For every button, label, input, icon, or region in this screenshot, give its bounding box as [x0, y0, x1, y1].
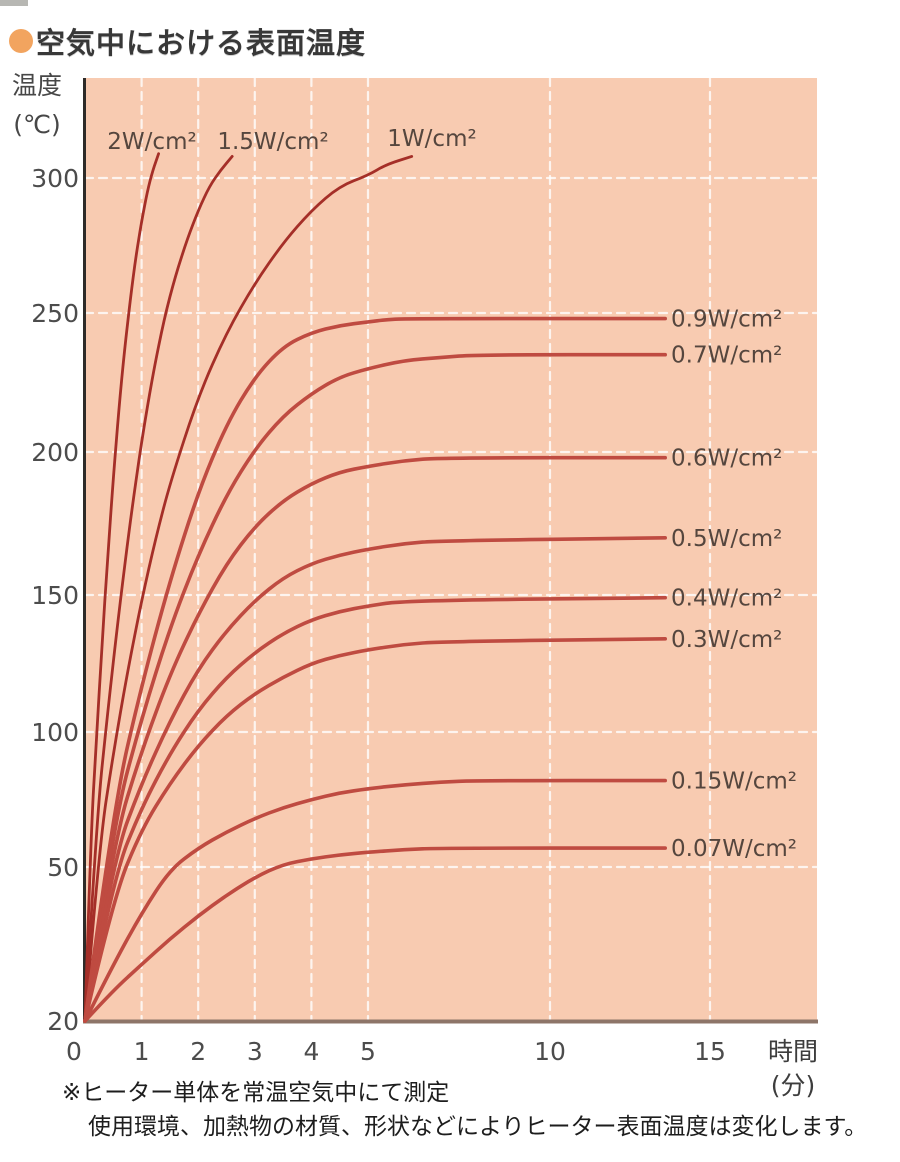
- curve-0.5W/cm²: [83, 536, 667, 1023]
- curve-0.4W/cm²: [83, 595, 667, 1023]
- curve-label-0.5W/cm²: 0.5W/cm²: [671, 526, 782, 552]
- curve-1.5W/cm²: [83, 155, 234, 1023]
- curve-0.3W/cm²: [83, 637, 667, 1023]
- curve-label-0.3W/cm²: 0.3W/cm²: [671, 627, 782, 653]
- curve-0.9W/cm²: [83, 316, 667, 1023]
- curve-0.7W/cm²: [83, 352, 667, 1023]
- x-tick-label-4: 4: [303, 1037, 319, 1066]
- x-tick-label-3: 3: [247, 1037, 263, 1066]
- curve-0.15W/cm²: [83, 778, 667, 1023]
- curve-label-0.4W/cm²: 0.4W/cm²: [671, 586, 782, 612]
- y-tick-label-100: 100: [31, 718, 79, 747]
- x-axis-title: 時間 (分): [760, 1035, 826, 1103]
- curve-0.6W/cm²: [83, 455, 667, 1023]
- page-title: 空気中における表面温度: [36, 26, 367, 60]
- footnote-measurement: ※ヒーター単体を常温空気中にて測定: [62, 1080, 450, 1106]
- y-tick-label-150: 150: [31, 581, 79, 610]
- y-tick-label-200: 200: [31, 438, 79, 467]
- y-tick-label-50: 50: [47, 853, 79, 882]
- scan-artifact: [0, 0, 28, 6]
- curve-2W/cm²: [83, 152, 160, 1023]
- curve-1W/cm²: [83, 155, 414, 1023]
- x-axis-title-text: 時間: [767, 1037, 818, 1066]
- x-tick-label-2: 2: [190, 1037, 206, 1066]
- curve-label-0.15W/cm²: 0.15W/cm²: [671, 769, 797, 795]
- y-axis-unit: (℃): [13, 110, 61, 139]
- y-tick-label-20: 20: [47, 1007, 79, 1036]
- x-axis-unit: (分): [770, 1071, 816, 1100]
- curve-label-0.07W/cm²: 0.07W/cm²: [671, 836, 797, 862]
- y-axis-title: 温度 (℃): [4, 66, 70, 144]
- plot-area: [85, 78, 817, 1021]
- curve-label-0.7W/cm²: 0.7W/cm²: [671, 343, 782, 369]
- curve-label-0.6W/cm²: 0.6W/cm²: [671, 446, 782, 472]
- curve-label-1.5W/cm²: 1.5W/cm²: [217, 129, 328, 155]
- footnotes: ※ヒーター単体を常温空気中にて測定 使用環境、加熱物の材質、形状などによりヒータ…: [62, 1076, 867, 1144]
- y-tick-label-250: 250: [31, 299, 79, 328]
- curve-label-0.9W/cm²: 0.9W/cm²: [671, 307, 782, 333]
- x-tick-label-1: 1: [134, 1037, 150, 1066]
- bullet-icon: [9, 29, 33, 53]
- curve-label-1W/cm²: 1W/cm²: [387, 126, 476, 152]
- x-tick-label-10: 10: [534, 1037, 566, 1066]
- curve-0.07W/cm²: [83, 846, 667, 1023]
- x-tick-label-15: 15: [694, 1037, 726, 1066]
- x-tick-label-5: 5: [360, 1037, 376, 1066]
- footnote-disclaimer: 使用環境、加熱物の材質、形状などによりヒーター表面温度は変化します。: [88, 1114, 868, 1140]
- chart-header: 空気中における表面温度: [9, 20, 366, 62]
- curve-label-2W/cm²: 2W/cm²: [107, 129, 196, 155]
- y-axis-title-text: 温度: [11, 71, 62, 100]
- x-tick-label-0: 0: [66, 1037, 82, 1066]
- y-tick-label-300: 300: [31, 164, 79, 193]
